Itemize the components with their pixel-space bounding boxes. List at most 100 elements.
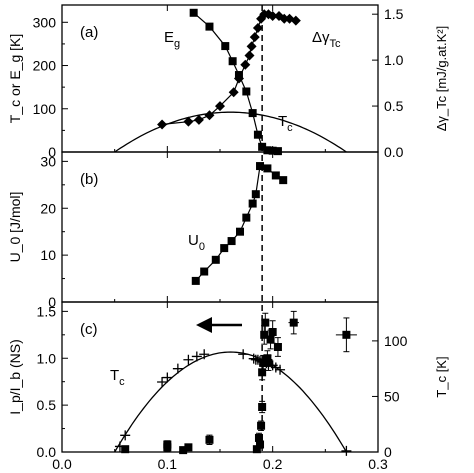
data-point-square [273, 147, 282, 156]
data-point-square [260, 330, 269, 339]
data-point-square [184, 443, 193, 452]
label-delta-gamma: ΔγTc [312, 29, 341, 50]
series-curve-t_c [114, 111, 347, 153]
data-point-diamond [249, 32, 260, 43]
y2-tick-label: 0.0 [384, 144, 404, 160]
data-point-square [263, 354, 272, 363]
data-point-square [252, 445, 261, 454]
data-point-square [121, 445, 130, 454]
y2-tick-label: 1.5 [384, 6, 404, 22]
data-point-diamond [246, 41, 257, 52]
data-point-square [254, 433, 263, 442]
data-point-square [179, 446, 188, 455]
data-point-diamond [252, 22, 263, 33]
y-tick-label: 0 [48, 294, 56, 310]
label-eg: Eg [164, 29, 180, 50]
data-point-square [258, 368, 267, 377]
y2-tick-label: 1.0 [384, 52, 404, 68]
label-u0: U0 [188, 232, 205, 253]
data-point-square [263, 164, 272, 173]
data-point-square [256, 162, 265, 171]
data-point-square [279, 176, 288, 185]
series-line [195, 165, 284, 282]
data-point-square [268, 146, 277, 155]
y-tick-label: 0 [48, 144, 56, 160]
y-tick-label: 1.0 [37, 350, 57, 366]
data-point-diamond [215, 101, 225, 112]
plot-frame [61, 151, 379, 303]
panel-label: (b) [80, 171, 98, 188]
y2-axis-label: Δγ_Tc [mJ/g.at.K²] [434, 26, 449, 132]
data-point-square [189, 8, 198, 17]
label-tc-a: Tc [278, 113, 293, 134]
label-tc-c: Tc [110, 367, 125, 388]
y-tick-label: 1.5 [37, 303, 57, 319]
y2-tick-label: 0 [384, 444, 392, 460]
y-tick-label: 20 [40, 200, 56, 216]
data-point-plus [255, 355, 266, 366]
data-point-square [242, 87, 251, 96]
data-point-diamond [290, 15, 301, 26]
data-point-square [266, 335, 275, 344]
data-point-diamond [244, 50, 255, 61]
data-point-square [236, 227, 245, 236]
data-point-square [251, 190, 260, 199]
data-point-square [342, 330, 351, 339]
data-point-plus [162, 372, 173, 383]
data-point-plus [191, 351, 202, 362]
data-point-square [261, 318, 270, 327]
data-point-diamond [279, 13, 290, 24]
panel-2: 0 10 20 30 (b) U_0 [J/mol] [7, 151, 379, 310]
y2-tick-label: 100 [384, 333, 408, 349]
data-point-diamond [233, 73, 244, 84]
data-point-square [253, 130, 262, 139]
data-point-diamond [228, 87, 239, 98]
y-axis-label: U_0 [J/mol] [7, 192, 23, 263]
y2-tick-label: 0.5 [384, 98, 404, 114]
data-point-square [256, 440, 265, 449]
panel-3: 0.0 0.5 1.0 1.5 0 50 100 0.0 0.1 0.2 0.3 (c) I_p/I_b… [7, 301, 449, 472]
data-point-square [273, 343, 282, 351]
data-point-plus [157, 377, 168, 387]
data-point-square [268, 328, 277, 336]
y-tick-label: 200 [33, 58, 57, 74]
y-tick-label: 0.0 [37, 444, 57, 460]
data-point-square [191, 276, 200, 285]
data-point-diamond [193, 114, 204, 125]
series-curve-t_c-fit [114, 351, 347, 453]
data-point-diamond [183, 116, 194, 127]
data-point-square [263, 146, 272, 155]
data-point-square [242, 213, 251, 222]
x-tick-label: 0.1 [158, 456, 178, 472]
data-point-square [205, 435, 214, 444]
y-tick-label: 100 [33, 101, 57, 117]
data-point-square [163, 443, 172, 452]
data-point-square [289, 318, 298, 327]
data-point-square [211, 255, 220, 264]
data-point-square [248, 199, 257, 208]
y-tick-label: 300 [33, 14, 57, 30]
data-point-square [228, 57, 237, 66]
y-tick-label: 10 [40, 247, 56, 263]
data-point-diamond [267, 11, 278, 22]
panel-label: (c) [80, 321, 98, 338]
data-point-square [200, 267, 209, 276]
y2-tick-label: 50 [384, 388, 400, 404]
data-point-square [257, 421, 266, 430]
data-point-square [221, 42, 230, 51]
y-axis-label: T_c or E_g [K] [7, 34, 23, 123]
data-point-square [227, 237, 236, 246]
panel-1: 0 100 200 300 0.0 0.5 1.0 1.5 (a) T_c or E_g [K] Δ… [7, 4, 449, 160]
y-tick-label: 30 [40, 153, 56, 169]
data-point-square [271, 171, 280, 180]
y-axis-label: I_p/I_b (NS) [7, 339, 23, 414]
arrow-left-icon [196, 317, 212, 333]
x-tick-label: 0.0 [52, 456, 72, 472]
x-tick-label: 0.3 [368, 456, 388, 472]
data-point-square [258, 403, 267, 411]
data-point-square [205, 22, 214, 31]
x-tick-label: 0.2 [263, 456, 283, 472]
series-line [193, 12, 278, 152]
data-point-diamond [240, 59, 251, 70]
